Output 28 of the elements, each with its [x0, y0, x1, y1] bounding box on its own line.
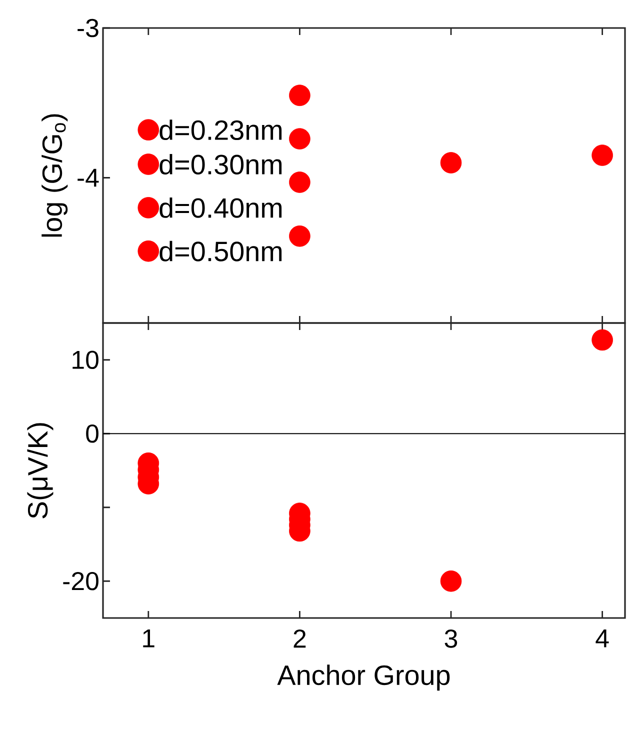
x-tick-label: 4 — [596, 629, 609, 648]
point — [289, 172, 310, 193]
point — [289, 84, 310, 106]
x-tick-label: 2 — [294, 629, 306, 648]
legend-label: d=0.40nm — [160, 197, 282, 218]
point — [289, 128, 310, 150]
point — [138, 197, 160, 218]
point — [440, 570, 462, 592]
y-tick-label: -4 — [78, 168, 99, 187]
point — [592, 144, 613, 166]
y-tick-label: 10 — [72, 350, 98, 370]
legend-label: d=0.23nm — [160, 120, 282, 140]
point — [592, 329, 613, 351]
y-tick-label: 0 — [86, 424, 98, 443]
point — [138, 154, 160, 175]
legend-label: d=0.30nm — [160, 154, 282, 174]
point — [138, 240, 160, 262]
x-axis-title: Anchor Group — [277, 664, 450, 691]
y-tick-label: -3 — [78, 18, 98, 38]
legend-label: d=0.50nm — [160, 240, 282, 262]
x-tick-label: 3 — [444, 629, 458, 648]
y-tick-label: -20 — [63, 572, 98, 590]
y-axis-title: S(μV/K) — [27, 423, 54, 518]
y-axis-title: log (G/G$_{o}$) — [42, 114, 68, 237]
x-tick-label: 1 — [143, 629, 154, 648]
point — [138, 119, 160, 140]
point — [289, 225, 310, 247]
point — [440, 152, 462, 174]
